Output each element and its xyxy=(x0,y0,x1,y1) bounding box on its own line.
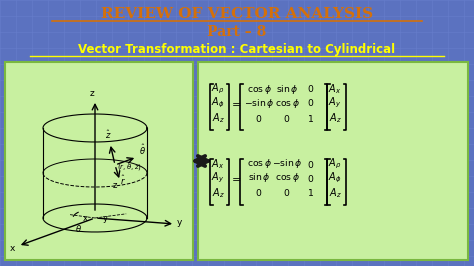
Text: Part – 8: Part – 8 xyxy=(207,25,266,39)
Text: $\cos\phi$: $\cos\phi$ xyxy=(274,172,300,185)
Text: $0$: $0$ xyxy=(307,159,315,169)
Text: z: z xyxy=(90,89,95,98)
Text: $A_z$: $A_z$ xyxy=(328,186,341,200)
Text: $A_x$: $A_x$ xyxy=(211,157,225,171)
Text: $\cos\phi$: $\cos\phi$ xyxy=(246,82,272,95)
Text: $\hat{z}$: $\hat{z}$ xyxy=(105,128,111,141)
Text: $0$: $0$ xyxy=(283,188,291,198)
Text: $A_y$: $A_y$ xyxy=(211,171,225,185)
Text: y: y xyxy=(177,218,182,227)
Text: $0$: $0$ xyxy=(307,172,315,184)
Bar xyxy=(198,62,468,260)
Text: $\theta$: $\theta$ xyxy=(75,223,82,234)
Text: $-\sin\phi$: $-\sin\phi$ xyxy=(272,157,302,171)
Text: $\sin\phi$: $\sin\phi$ xyxy=(248,172,270,185)
Text: $\sin\phi$: $\sin\phi$ xyxy=(276,82,298,95)
Text: $\cos\phi$: $\cos\phi$ xyxy=(246,157,272,171)
Text: $A_x$: $A_x$ xyxy=(328,82,342,96)
Text: $1$: $1$ xyxy=(308,113,315,123)
Text: $1$: $1$ xyxy=(308,188,315,198)
Text: $0$: $0$ xyxy=(307,98,315,109)
Text: $A_\rho$: $A_\rho$ xyxy=(211,82,225,96)
Text: $(r,\theta,z)$: $(r,\theta,z)$ xyxy=(117,163,142,172)
Text: $A_z$: $A_z$ xyxy=(211,111,224,125)
Text: $A_z$: $A_z$ xyxy=(328,111,341,125)
Text: $A_z$: $A_z$ xyxy=(211,186,224,200)
Text: y: y xyxy=(103,214,108,223)
Text: Vector Transformation : Cartesian to Cylindrical: Vector Transformation : Cartesian to Cyl… xyxy=(78,44,396,56)
Text: $0$: $0$ xyxy=(307,84,315,94)
Text: $0$: $0$ xyxy=(255,188,263,198)
Text: x: x xyxy=(10,244,15,253)
Bar xyxy=(5,62,193,260)
Text: $\hat{\theta}$: $\hat{\theta}$ xyxy=(139,143,146,157)
Text: $-\sin\phi$: $-\sin\phi$ xyxy=(244,97,274,110)
Text: $\hat{r}$: $\hat{r}$ xyxy=(120,173,126,187)
Text: $A_y$: $A_y$ xyxy=(328,96,342,110)
Text: REVIEW OF VECTOR ANALYSIS: REVIEW OF VECTOR ANALYSIS xyxy=(101,7,373,21)
Text: x: x xyxy=(83,214,88,223)
Text: z: z xyxy=(113,181,118,190)
Text: $\cos\phi$: $\cos\phi$ xyxy=(274,97,300,110)
Text: $0$: $0$ xyxy=(255,113,263,123)
Text: $A_\phi$: $A_\phi$ xyxy=(328,171,342,185)
Text: $=$: $=$ xyxy=(229,98,241,108)
Text: $A_\rho$: $A_\rho$ xyxy=(328,157,342,171)
Text: $=$: $=$ xyxy=(229,173,241,183)
Text: $0$: $0$ xyxy=(283,113,291,123)
Text: $A_\phi$: $A_\phi$ xyxy=(211,96,225,110)
